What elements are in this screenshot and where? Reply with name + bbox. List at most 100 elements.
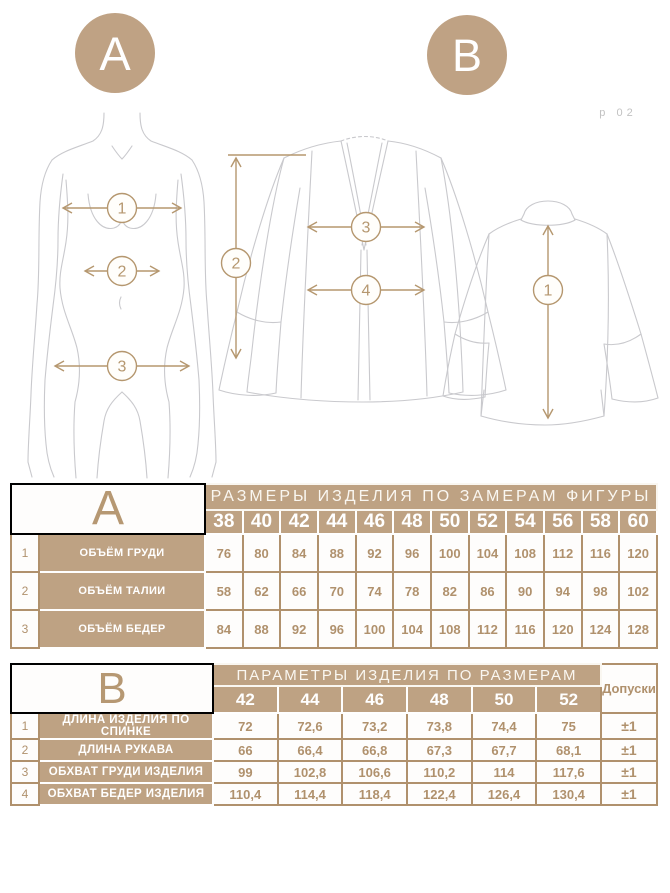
value-cell: 88	[316, 533, 357, 573]
value-cell: 82	[429, 571, 470, 611]
row-label-cell: ДЛИНА РУКАВА	[37, 738, 215, 762]
table-b-title: ПАРАМЕТРЫ ИЗДЕЛИЯ ПО РАЗМЕРАМ	[212, 663, 602, 687]
body-figure	[27, 112, 217, 479]
row-label-cell: ОБХВАТ БЕДЕР ИЗДЕЛИЯ	[37, 782, 215, 806]
value-cell: 76	[204, 533, 244, 573]
value-cell: 90	[505, 571, 545, 611]
value-cell: 100	[354, 609, 395, 649]
size-header-cell: 40	[241, 508, 282, 535]
value-cell: 88	[241, 609, 282, 649]
value-cell: 108	[505, 533, 545, 573]
row-number-cell: 2	[10, 571, 40, 611]
table-row: А РАЗМЕРЫ ИЗДЕЛИЯ ПО ЗАМЕРАМ ФИГУРЫ	[9, 483, 658, 535]
front-hips-measure-line: 4	[306, 274, 426, 306]
table-row: 38 40 42 44 46 48 50 52 54 56 58 60	[11, 508, 658, 535]
badge-a-letter: А	[99, 27, 131, 80]
garment-front-view	[218, 135, 507, 403]
table-row: 3 ОБЪЁМ БЕДЕР 84 88 92 96 100 104 108 11…	[10, 609, 658, 649]
size-header-cell: 52	[535, 685, 602, 714]
size-header-cell: 50	[470, 685, 538, 714]
row-number-cell: 1	[10, 712, 40, 740]
table-row: 4 ОБХВАТ БЕДЕР ИЗДЕЛИЯ 110,4 114,4 118,4…	[10, 782, 658, 806]
value-cell: 84	[204, 609, 244, 649]
row-number-cell: 2	[10, 738, 40, 762]
value-cell: 104	[467, 533, 508, 573]
row-number-cell: 3	[10, 760, 40, 784]
value-cell: 74,4	[470, 712, 538, 740]
row-number-cell: 3	[10, 609, 40, 649]
value-cell: 122,4	[405, 782, 473, 806]
value-cell: 100	[429, 533, 470, 573]
back-length-measure-line: 1	[532, 224, 564, 420]
waist-measure-line: 2	[83, 255, 161, 287]
badge-a: А	[75, 13, 155, 93]
value-cell: 73,8	[405, 712, 473, 740]
row-label-cell: ОБЪЁМ ТАЛИИ	[37, 571, 207, 611]
badge-b-circle	[427, 15, 507, 95]
badge-b: В	[427, 15, 507, 95]
value-cell: 114	[470, 760, 538, 784]
table-row: 42 44 46 48 50 52	[11, 685, 657, 714]
table-row: 2 ДЛИНА РУКАВА 66 66,4 66,8 67,3 67,7 68…	[10, 738, 658, 762]
value-cell: 112	[542, 533, 583, 573]
front-chest-marker-number: 3	[362, 220, 371, 237]
tolerance-header-cell: Допуски	[600, 663, 658, 714]
size-header-cell: 46	[341, 685, 408, 714]
value-cell: 112	[467, 609, 508, 649]
table-a-corner-cell: А	[9, 483, 207, 535]
size-header-cell: 50	[429, 508, 470, 535]
value-cell: 92	[279, 609, 319, 649]
value-cell: 68,1	[535, 738, 602, 762]
size-header-cell: 58	[580, 508, 621, 535]
row-label-cell: ОБЪЁМ ГРУДИ	[37, 533, 207, 573]
value-cell: 120	[618, 533, 658, 573]
front-measurements: 2 3 4	[220, 154, 426, 360]
size-header-cell: 60	[618, 508, 658, 535]
size-header-cell: 42	[212, 685, 279, 714]
size-header-cell: 48	[405, 685, 473, 714]
tolerance-cell: ±1	[600, 760, 658, 784]
row-label-cell: ОБЪЁМ БЕДЕР	[37, 609, 207, 649]
tolerance-cell: ±1	[600, 738, 658, 762]
value-cell: 110,2	[405, 760, 473, 784]
badge-b-letter: В	[452, 30, 482, 81]
table-row: 1 ОБЪЁМ ГРУДИ 76 80 84 88 92 96 100 104 …	[10, 533, 658, 573]
value-cell: 94	[542, 571, 583, 611]
size-header-cell: 52	[467, 508, 508, 535]
table-row: 3 ОБХВАТ ГРУДИ ИЗДЕЛИЯ 99 102,8 106,6 11…	[10, 760, 658, 784]
value-cell: 117,6	[535, 760, 602, 784]
size-header-cell: 48	[392, 508, 432, 535]
value-cell: 96	[316, 609, 357, 649]
front-length-marker-number: 2	[232, 256, 241, 273]
row-label-cell: ДЛИНА ИЗДЕЛИЯ ПО СПИНКЕ	[37, 712, 215, 740]
tolerance-cell: ±1	[600, 782, 658, 806]
garment-back-view	[442, 200, 659, 426]
tolerance-cell: ±1	[600, 712, 658, 740]
value-cell: 66,4	[276, 738, 344, 762]
table-row: 2 ОБЪЁМ ТАЛИИ 58 62 66 70 74 78 82 86 90…	[10, 571, 658, 611]
size-header-cell: 42	[279, 508, 319, 535]
value-cell: 66	[279, 571, 319, 611]
value-cell: 73,2	[341, 712, 408, 740]
value-cell: 104	[392, 609, 432, 649]
value-cell: 72	[212, 712, 279, 740]
value-cell: 106,6	[341, 760, 408, 784]
table-row: 1 ДЛИНА ИЗДЕЛИЯ ПО СПИНКЕ 72 72,6 73,2 7…	[10, 712, 658, 740]
value-cell: 120	[542, 609, 583, 649]
hips-marker-number: 3	[118, 359, 127, 376]
value-cell: 92	[354, 533, 395, 573]
value-cell: 102,8	[276, 760, 344, 784]
table-b-corner-letter: В	[97, 663, 127, 713]
value-cell: 96	[392, 533, 432, 573]
front-hips-marker-number: 4	[362, 283, 371, 300]
value-cell: 128	[618, 609, 658, 649]
table-b-corner-cell: В	[9, 663, 215, 714]
size-header-cell: 44	[276, 685, 344, 714]
value-cell: 62	[241, 571, 282, 611]
waist-marker-number: 2	[118, 264, 127, 281]
value-cell: 66,8	[341, 738, 408, 762]
value-cell: 126,4	[470, 782, 538, 806]
value-cell: 84	[279, 533, 319, 573]
value-cell: 58	[204, 571, 244, 611]
